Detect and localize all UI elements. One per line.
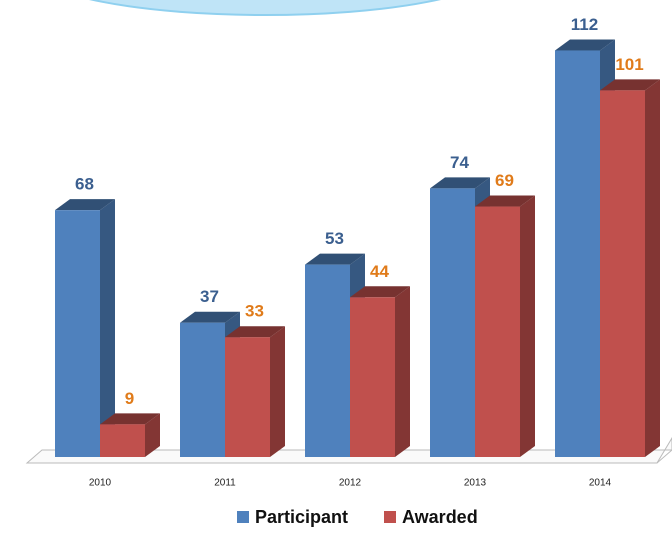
floor-edge: [656, 449, 672, 464]
legend-swatch: [384, 511, 396, 523]
x-tick-label: 2010: [89, 478, 112, 489]
bar-top: [100, 413, 160, 425]
x-tick-label: 2014: [589, 478, 612, 489]
value-label: 69: [495, 171, 514, 190]
value-label: 74: [450, 153, 469, 172]
value-label: 33: [245, 302, 264, 321]
x-tick-label: 2011: [214, 478, 236, 489]
bar: [350, 297, 395, 457]
bar-top: [555, 39, 615, 51]
bar-top: [475, 195, 535, 207]
value-label: 68: [75, 175, 94, 194]
value-label: 53: [325, 229, 344, 248]
bar-top: [55, 199, 115, 211]
bar: [555, 50, 600, 457]
decor-arc: [89, 0, 441, 16]
bar-side: [645, 79, 660, 458]
bar-top: [305, 253, 365, 265]
x-tick-label: 2013: [464, 478, 487, 489]
bar-side: [395, 286, 410, 457]
bar-top: [600, 79, 660, 91]
legend-label: Awarded: [402, 507, 478, 527]
bar: [305, 264, 350, 457]
bar-top: [350, 286, 410, 298]
bar: [100, 424, 145, 457]
bar: [475, 206, 520, 457]
value-label: 101: [615, 55, 643, 74]
value-label: 37: [200, 287, 219, 306]
bar-top: [430, 177, 490, 189]
value-label: 44: [370, 262, 389, 281]
value-label: 9: [125, 389, 134, 408]
x-tick-label: 2012: [339, 478, 362, 489]
bar-side: [145, 413, 160, 457]
bar: [180, 322, 225, 457]
bar-side: [520, 195, 535, 457]
bar-top: [225, 326, 285, 338]
bar-top: [180, 311, 240, 323]
bar-side: [270, 326, 285, 457]
bar: [600, 90, 645, 458]
legend-swatch: [237, 511, 249, 523]
legend-label: Participant: [255, 507, 348, 527]
bar: [225, 337, 270, 457]
bar-side: [100, 199, 115, 457]
bar: [55, 210, 100, 457]
value-label: 112: [571, 15, 598, 34]
bar: [430, 188, 475, 457]
